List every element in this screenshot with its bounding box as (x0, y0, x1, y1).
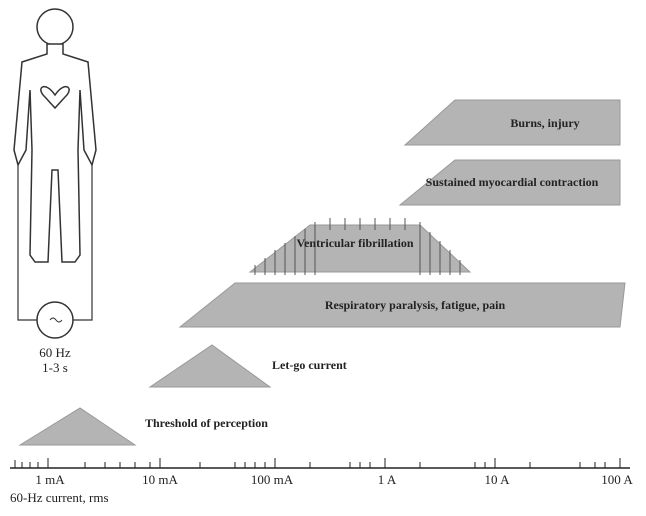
tick-label: 1 A (378, 472, 397, 487)
effect-label: Let-go current (272, 358, 347, 372)
threshold-band (18, 407, 137, 446)
axis-ticks (14, 458, 621, 468)
tick-label: 10 A (485, 472, 511, 487)
human-figure (13, 8, 97, 339)
tick-label: 10 mA (142, 472, 178, 487)
respiratory-band (178, 282, 626, 328)
tick-label: 1 mA (35, 472, 65, 487)
effect-label: Respiratory paralysis, fatigue, pain (325, 298, 506, 312)
axis-title: 60-Hz current, rms (10, 490, 109, 505)
effect-label: Threshold of perception (145, 416, 268, 430)
fibrillation-hatch (254, 218, 461, 275)
tick-label: 100 A (601, 472, 633, 487)
contraction-band (398, 159, 621, 206)
duration-label: 1-3 s (42, 360, 68, 375)
effect-label: Burns, injury (510, 116, 579, 130)
letgo-band (148, 344, 272, 388)
burns-band (403, 99, 621, 146)
tick-label: 100 mA (251, 472, 294, 487)
frequency-label: 60 Hz (39, 345, 71, 360)
effect-label: Ventricular fibrillation (297, 236, 414, 250)
effect-label: Sustained myocardial contraction (426, 175, 599, 189)
